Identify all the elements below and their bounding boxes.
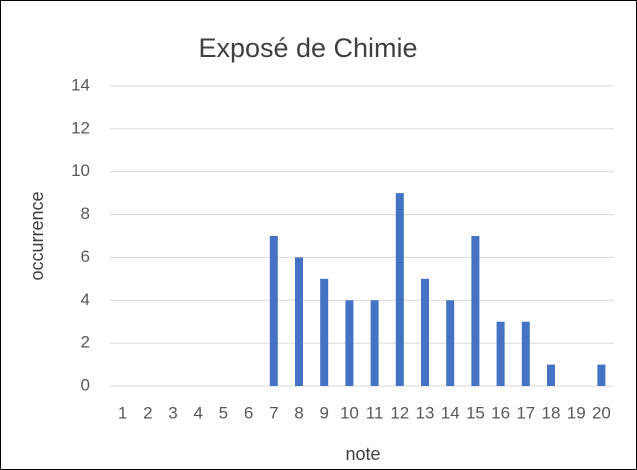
x-tick-label: 15 [466,403,485,422]
x-tick-label: 2 [143,403,152,422]
y-tick-label: 14 [71,75,90,94]
x-tick-label: 14 [441,403,460,422]
x-tick-label: 8 [294,403,303,422]
y-tick-label: 8 [81,204,90,223]
y-tick-label: 0 [81,375,90,394]
x-tick-label: 3 [168,403,177,422]
bar [421,278,429,386]
y-tick-label: 6 [81,247,90,266]
x-tick-label: 6 [244,403,253,422]
x-tick-label: 19 [567,403,586,422]
bar [320,278,329,386]
x-tick-label: 16 [491,403,510,422]
x-tick-label: 4 [193,403,202,422]
chart-title: Exposé de Chimie [198,33,417,63]
y-tick-label: 4 [81,290,90,309]
x-tick-label: 9 [319,403,328,422]
bar [547,364,555,386]
y-tick-label: 2 [81,333,90,352]
bar [269,236,278,386]
bar [471,236,480,386]
x-tick-label: 11 [366,403,384,422]
x-tick-label: 20 [592,403,611,422]
bar [521,321,530,386]
y-tick-label: 10 [71,161,90,180]
y-axis-title: occurrence [27,191,47,280]
bar [496,321,505,386]
x-tick-label: 5 [219,403,228,422]
bar [446,300,455,386]
bar [370,300,379,386]
bar [295,257,303,386]
x-tick-label: 17 [516,403,535,422]
x-tick-label: 12 [390,403,409,422]
bar [395,193,404,386]
x-axis-title: note [345,444,380,464]
x-tick-label: 1 [118,403,127,422]
bar [345,300,354,386]
x-tick-label: 10 [340,403,359,422]
x-tick-label: 7 [269,403,278,422]
x-tick-label: 13 [416,403,435,422]
bar [597,364,606,386]
x-tick-label: 18 [542,403,561,422]
y-tick-label: 12 [71,118,90,137]
